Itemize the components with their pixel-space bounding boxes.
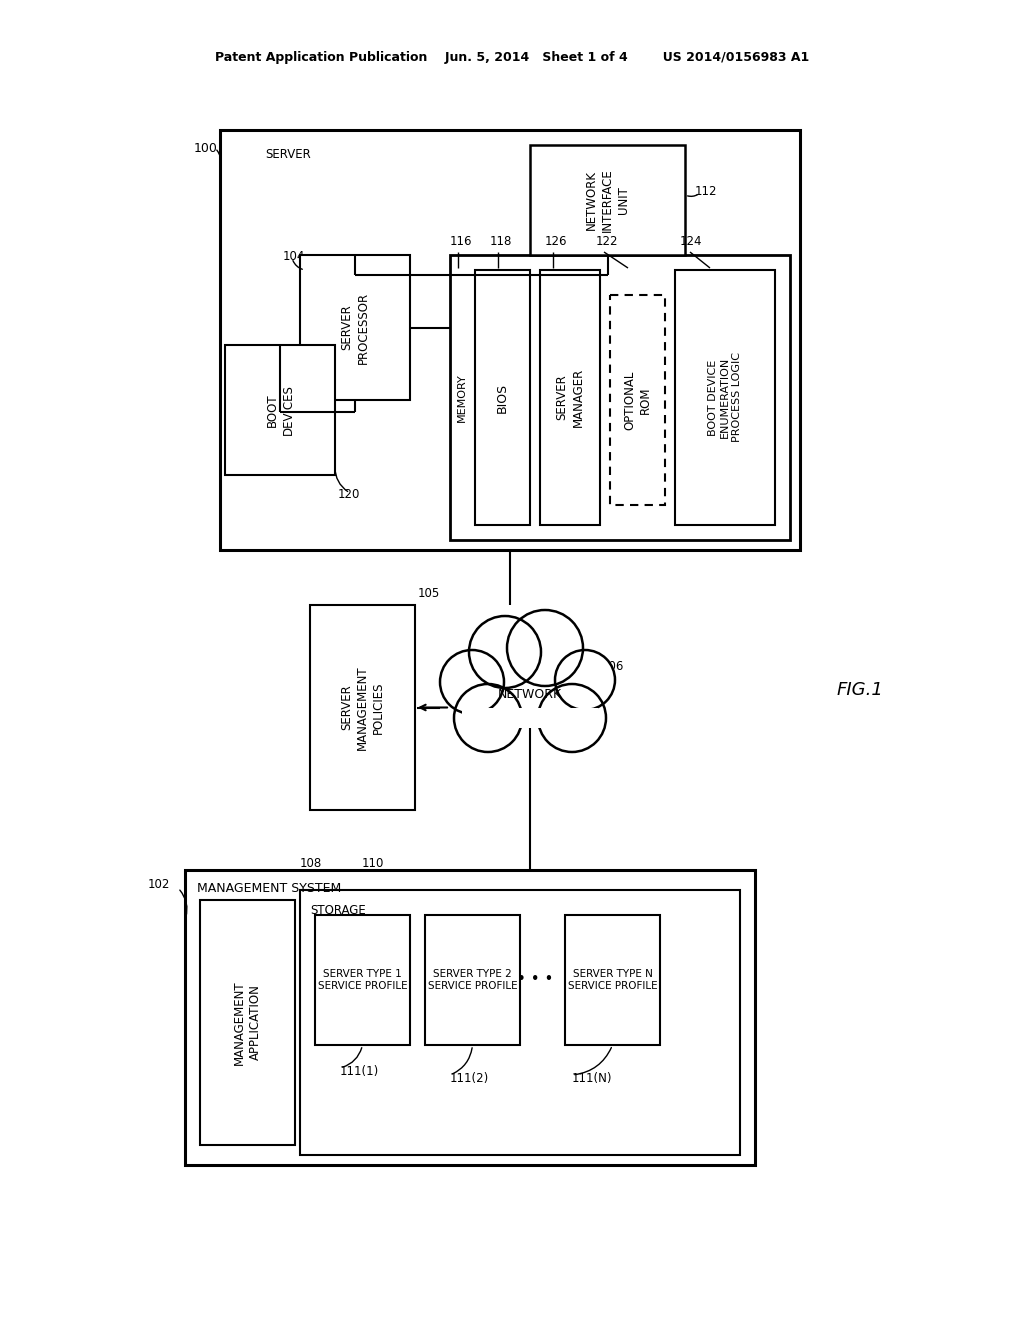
Text: 111(1): 111(1) bbox=[340, 1065, 379, 1078]
Text: 116: 116 bbox=[450, 235, 472, 248]
Text: SERVER: SERVER bbox=[265, 148, 310, 161]
Text: 104: 104 bbox=[283, 249, 305, 263]
Text: SERVER
MANAGEMENT
POLICIES: SERVER MANAGEMENT POLICIES bbox=[340, 665, 385, 750]
Bar bbox=[540, 271, 600, 525]
Bar bbox=[462, 708, 598, 729]
Text: 108: 108 bbox=[300, 857, 323, 870]
Text: 122: 122 bbox=[596, 235, 618, 248]
Text: MANAGEMENT SYSTEM: MANAGEMENT SYSTEM bbox=[197, 882, 341, 895]
Text: 106: 106 bbox=[602, 660, 625, 673]
Text: Patent Application Publication    Jun. 5, 2014   Sheet 1 of 4        US 2014/015: Patent Application Publication Jun. 5, 2… bbox=[215, 51, 809, 65]
Bar bbox=[225, 345, 335, 475]
Text: SERVER TYPE 2
SERVICE PROFILE: SERVER TYPE 2 SERVICE PROFILE bbox=[428, 969, 517, 991]
Bar bbox=[450, 255, 790, 540]
Text: SERVER
PROCESSOR: SERVER PROCESSOR bbox=[341, 292, 370, 363]
Bar bbox=[475, 271, 530, 525]
Text: BOOT DEVICE
ENUMERATION
PROCESS LOGIC: BOOT DEVICE ENUMERATION PROCESS LOGIC bbox=[708, 352, 742, 442]
Bar bbox=[462, 680, 598, 722]
Bar bbox=[300, 890, 740, 1155]
Text: FIG.1: FIG.1 bbox=[837, 681, 884, 700]
Circle shape bbox=[555, 649, 615, 710]
Text: SERVER TYPE 1
SERVICE PROFILE: SERVER TYPE 1 SERVICE PROFILE bbox=[317, 969, 408, 991]
Bar bbox=[530, 145, 685, 255]
Text: 111(2): 111(2) bbox=[450, 1072, 489, 1085]
Text: SERVER TYPE N
SERVICE PROFILE: SERVER TYPE N SERVICE PROFILE bbox=[567, 969, 657, 991]
Text: 110: 110 bbox=[362, 857, 384, 870]
Bar bbox=[300, 255, 410, 400]
Text: 120: 120 bbox=[338, 488, 360, 502]
Text: BIOS: BIOS bbox=[496, 383, 509, 413]
Text: BOOT
DEVICES: BOOT DEVICES bbox=[265, 384, 295, 436]
Bar bbox=[200, 900, 295, 1144]
Text: 102: 102 bbox=[147, 878, 170, 891]
Bar bbox=[610, 294, 665, 506]
Text: MEMORY: MEMORY bbox=[457, 374, 467, 422]
Bar bbox=[185, 870, 755, 1166]
Text: NETWORK
INTERFACE
UNIT: NETWORK INTERFACE UNIT bbox=[585, 168, 630, 232]
Text: 105: 105 bbox=[418, 587, 440, 601]
Circle shape bbox=[454, 684, 522, 752]
Bar bbox=[425, 915, 520, 1045]
Bar bbox=[675, 271, 775, 525]
Circle shape bbox=[440, 649, 504, 714]
Text: STORAGE: STORAGE bbox=[310, 904, 366, 917]
Text: • • •: • • • bbox=[517, 973, 553, 987]
Circle shape bbox=[507, 610, 583, 686]
Text: 111(N): 111(N) bbox=[572, 1072, 612, 1085]
Bar bbox=[315, 915, 410, 1045]
Bar bbox=[220, 129, 800, 550]
Text: 100: 100 bbox=[194, 143, 218, 154]
Bar bbox=[310, 605, 415, 810]
Text: 126: 126 bbox=[545, 235, 567, 248]
Text: 114: 114 bbox=[275, 405, 298, 418]
Circle shape bbox=[538, 684, 606, 752]
Text: 124: 124 bbox=[680, 235, 702, 248]
Text: 112: 112 bbox=[695, 185, 718, 198]
Text: OPTIONAL
ROM: OPTIONAL ROM bbox=[623, 371, 652, 430]
Bar bbox=[565, 915, 660, 1045]
Text: MANAGEMENT
APPLICATION: MANAGEMENT APPLICATION bbox=[233, 981, 262, 1065]
Circle shape bbox=[469, 616, 541, 688]
Text: NETWORK: NETWORK bbox=[498, 689, 562, 701]
Text: 118: 118 bbox=[490, 235, 512, 248]
Text: SERVER
MANAGER: SERVER MANAGER bbox=[555, 368, 585, 428]
